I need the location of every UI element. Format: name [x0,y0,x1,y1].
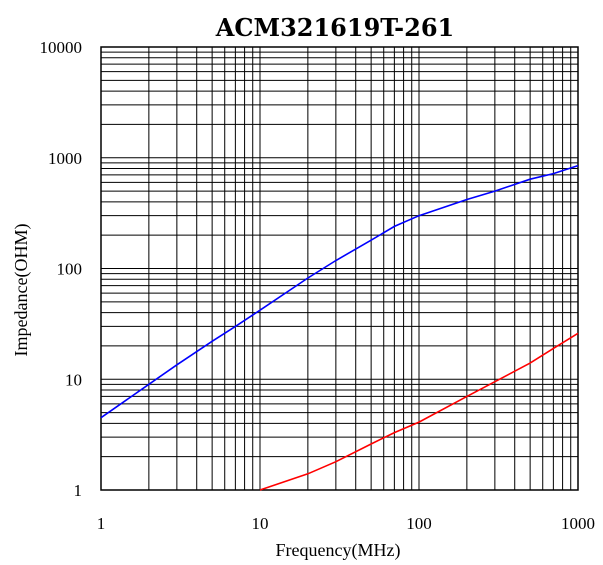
y-tick-label: 1 [74,481,83,500]
x-tick-label: 10 [252,514,269,533]
plot-frame [100,46,579,491]
x-axis-label: Frequency(MHz) [276,540,401,561]
grid [100,46,579,491]
chart-title: ACM321619T-261 [215,13,454,42]
y-tick-label: 1000 [48,149,82,168]
x-tick-label: 1 [97,514,106,533]
x-tick-label: 100 [406,514,432,533]
tick-labels: 1 10 100 1000 1 10 100 1000 10000 [40,38,596,533]
y-tick-label: 100 [57,260,83,279]
series-lines [100,164,579,491]
y-tick-label: 10 [65,370,82,389]
series-line-2 [259,332,579,491]
series-line-1 [100,164,579,419]
x-tick-label: 1000 [561,514,595,533]
y-tick-label: 10000 [40,38,83,57]
y-axis-label: Impedance(OHM) [11,224,32,357]
